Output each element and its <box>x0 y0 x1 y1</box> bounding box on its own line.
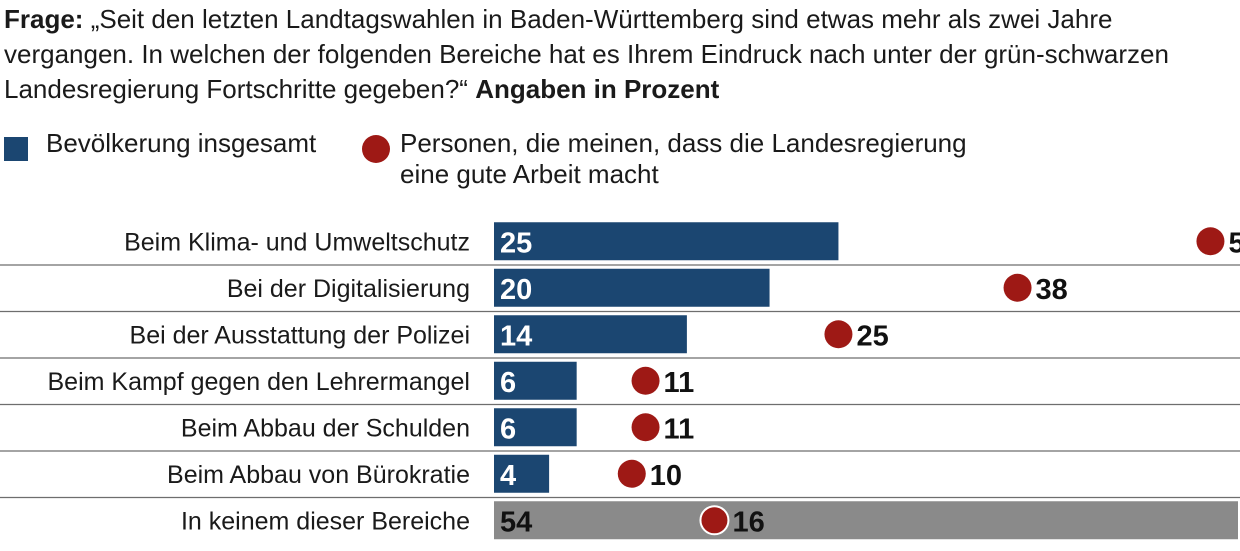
bar <box>494 454 550 493</box>
bar <box>494 268 770 307</box>
dot <box>699 505 730 536</box>
category-label: Bei der Digitalisierung <box>227 275 470 303</box>
category-label: Beim Abbau von Bürokratie <box>167 461 470 489</box>
legend-square-population <box>4 137 28 161</box>
bar-value-label: 25 <box>500 227 532 259</box>
dot-value-label: 52 <box>1228 227 1240 259</box>
dot-value-label: 25 <box>856 320 888 352</box>
bar-value-label: 6 <box>500 367 516 399</box>
category-label: Beim Abbau der Schulden <box>181 414 470 442</box>
category-label: Beim Kampf gegen den Lehrermangel <box>48 368 471 396</box>
dot <box>617 459 646 488</box>
bar-value-label: 6 <box>500 413 516 445</box>
legend-dot-approvers <box>362 135 390 163</box>
bar <box>494 315 687 354</box>
bar-value-label: 20 <box>500 274 532 306</box>
category-label: Bei der Ausstattung der Polizei <box>130 321 470 349</box>
bar <box>494 222 839 261</box>
bar <box>494 408 577 447</box>
dot-value-label: 38 <box>1036 274 1068 306</box>
legend: Bevölkerung insgesamt Personen, die mein… <box>4 128 1236 192</box>
dot-value-label: 10 <box>650 460 682 492</box>
question-prefix: Frage: <box>4 4 84 34</box>
question-text: Frage: „Seit den letzten Landtagswahlen … <box>4 2 1236 107</box>
bar <box>494 361 577 400</box>
bar-value-label: 4 <box>500 460 516 492</box>
bar-value-label: 54 <box>500 506 532 538</box>
legend-label-population: Bevölkerung insgesamt <box>46 128 317 158</box>
question-body: „Seit den letzten Landtagswahlen in Bade… <box>4 4 1169 104</box>
bar-value-label: 14 <box>500 320 532 352</box>
dot <box>631 413 660 442</box>
legend-label-approvers: Personen, die meinen, dass die Landesreg… <box>400 128 967 189</box>
category-label: Beim Klima- und Umweltschutz <box>124 228 470 256</box>
dot <box>1196 227 1225 256</box>
dot <box>824 320 853 349</box>
category-label: In keinem dieser Bereiche <box>181 507 470 535</box>
unit-label: Angaben in Prozent <box>475 74 720 104</box>
dot-value-label: 11 <box>664 367 695 399</box>
bar <box>494 501 1238 540</box>
dot <box>631 366 660 395</box>
dot <box>1003 273 1032 302</box>
dot-value-label: 11 <box>664 413 695 445</box>
dot-value-label: 16 <box>732 506 764 538</box>
